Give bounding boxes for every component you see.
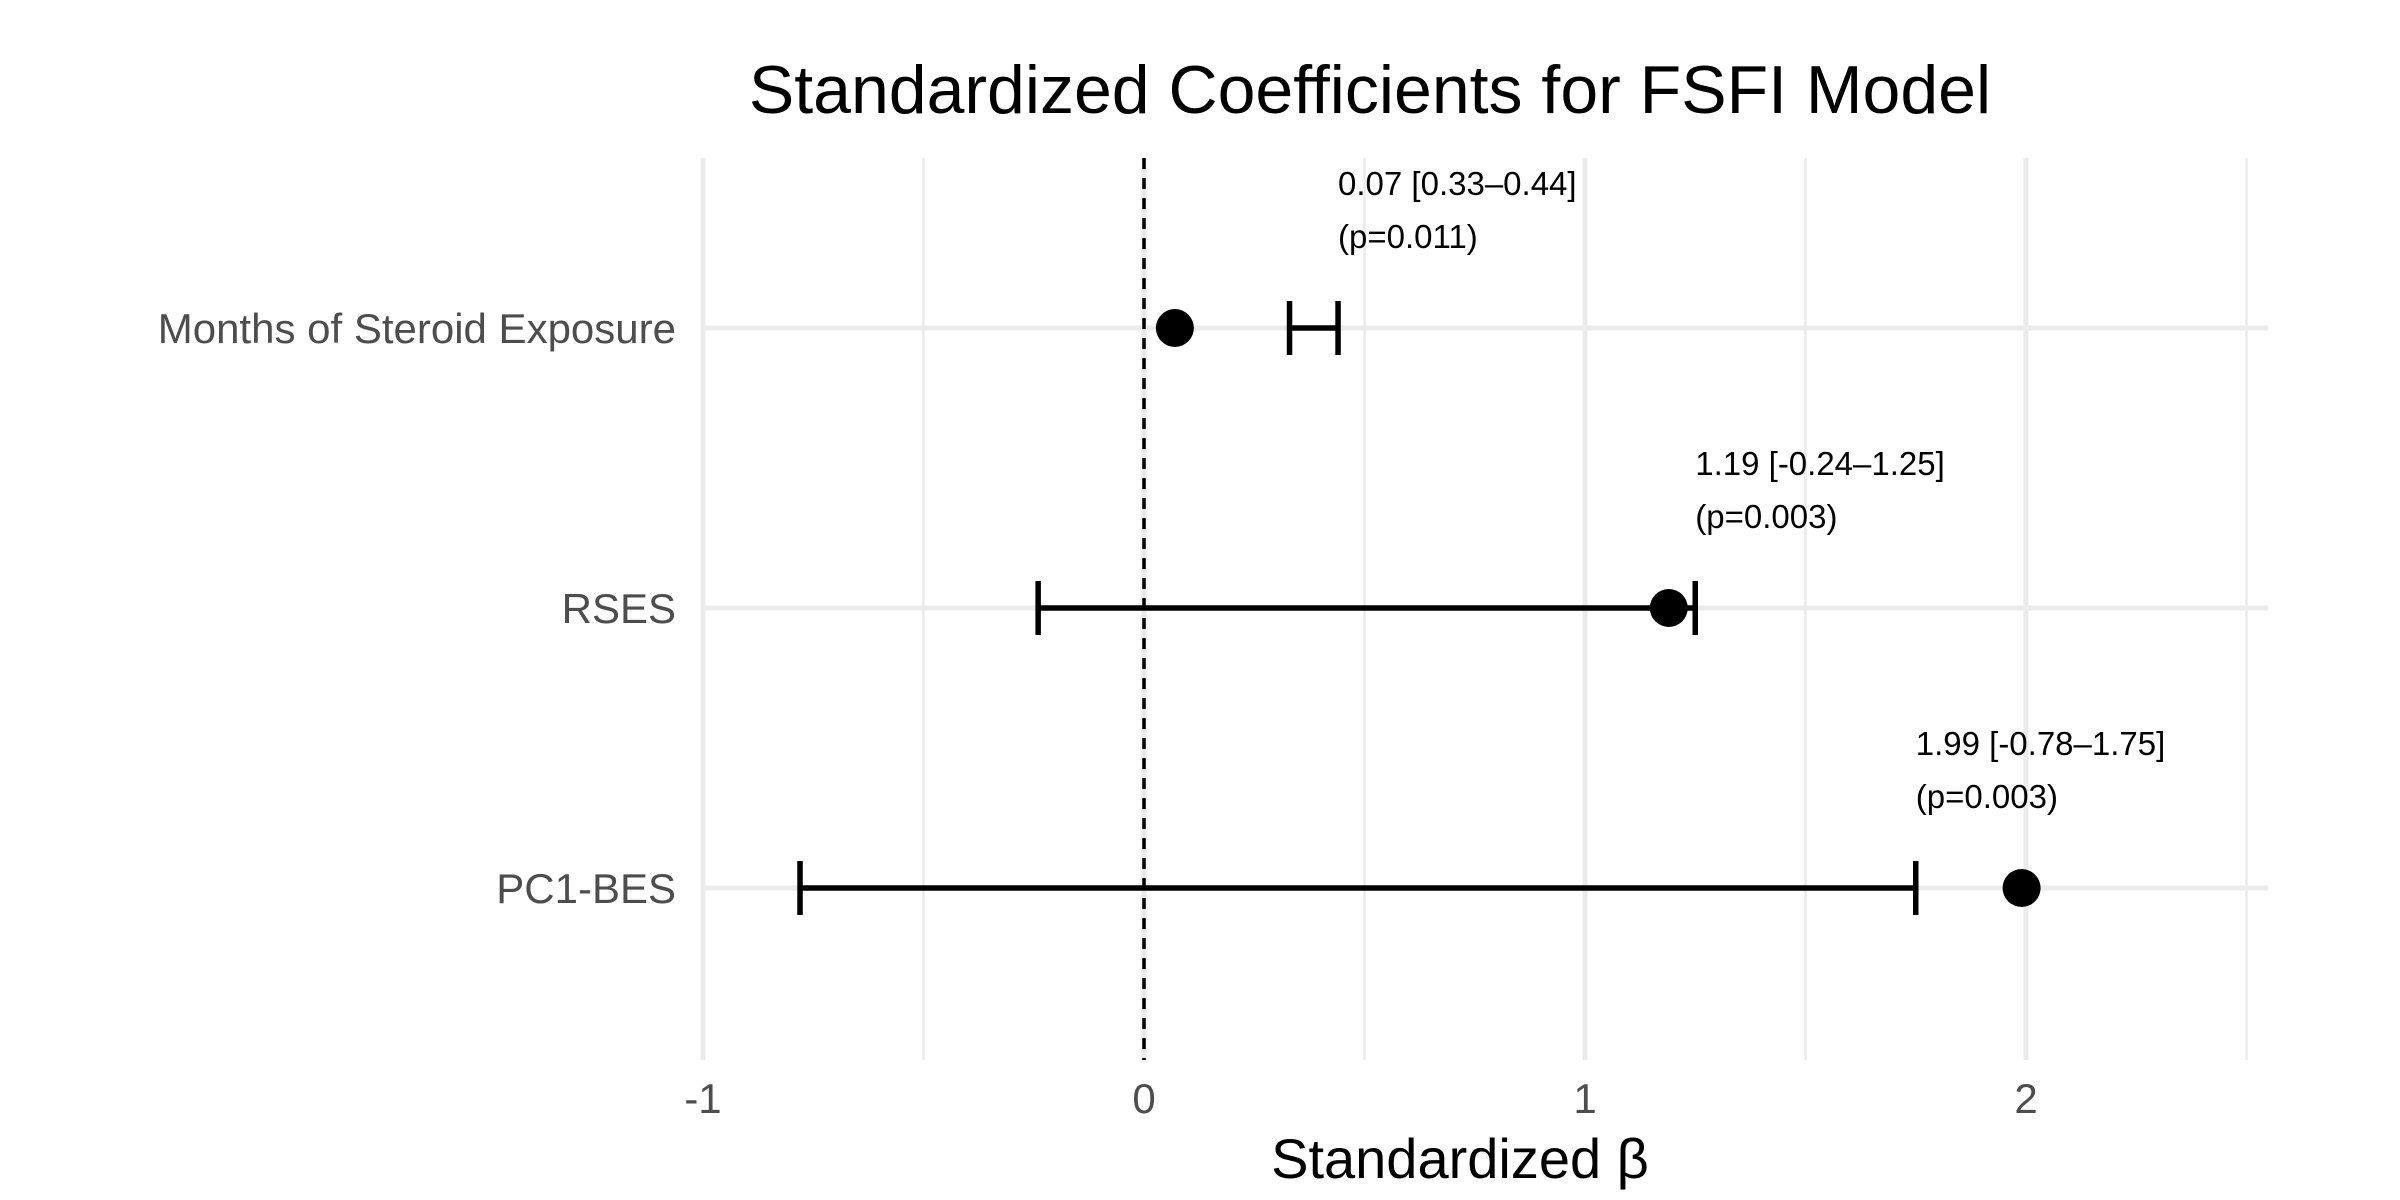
estimate-annotation: 0.07 [0.33–0.44] <box>1338 165 1577 202</box>
coefficient-row: PC1-BES 1.99 [-0.78–1.75] (p=0.003) <box>496 725 2165 915</box>
x-axis-ticks: -1 0 1 2 <box>684 1075 2037 1122</box>
estimate-point <box>2002 869 2041 907</box>
y-axis-label: RSES <box>562 585 676 632</box>
p-value-annotation: (p=0.011) <box>1338 218 1478 255</box>
coefficient-row: RSES 1.19 [-0.24–1.25] (p=0.003) <box>562 445 1945 635</box>
x-axis-title: Standardized β <box>1271 1127 1649 1190</box>
x-tick-label: -1 <box>684 1075 721 1122</box>
x-tick-label: 1 <box>1573 1075 1596 1122</box>
x-tick-label: 2 <box>2014 1075 2037 1122</box>
estimate-annotation: 1.19 [-0.24–1.25] <box>1695 445 1945 482</box>
y-axis-label: PC1-BES <box>496 865 676 912</box>
p-value-annotation: (p=0.003) <box>1916 778 2058 815</box>
estimate-point <box>1155 309 1194 347</box>
coefficient-row: Months of Steroid Exposure 0.07 [0.33–0.4… <box>158 165 1577 355</box>
coefficient-rows: Months of Steroid Exposure 0.07 [0.33–0.4… <box>158 165 2165 915</box>
chart-title: Standardized Coefficients for FSFI Model <box>749 52 1991 128</box>
p-value-annotation: (p=0.003) <box>1695 498 1837 535</box>
y-axis-label: Months of Steroid Exposure <box>158 305 676 352</box>
x-tick-label: 0 <box>1132 1075 1155 1122</box>
estimate-annotation: 1.99 [-0.78–1.75] <box>1916 725 2166 762</box>
estimate-point <box>1649 589 1688 627</box>
